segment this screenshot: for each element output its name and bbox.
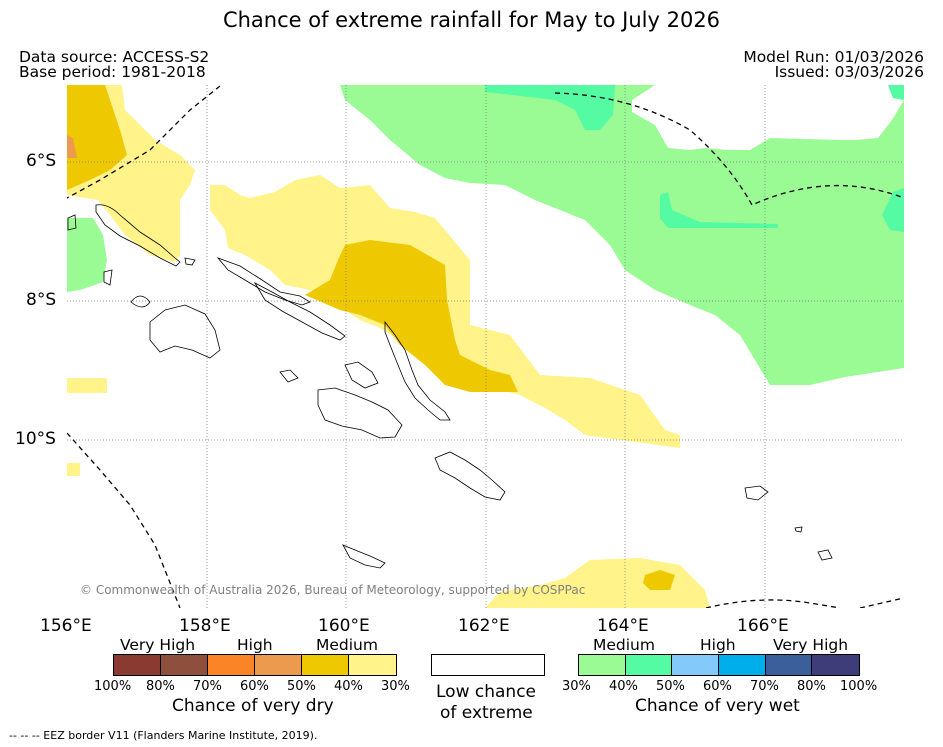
dry-high-area-central — [305, 240, 518, 392]
guadalcanal-coast — [317, 387, 403, 439]
dry-colorbar-frame — [113, 654, 397, 676]
low-chance-label-2: of extreme — [440, 703, 533, 723]
small-island-coast-1 — [817, 549, 833, 561]
small-island-coast-5 — [67, 214, 77, 231]
eez-border-nw — [67, 85, 221, 199]
graticule — [67, 85, 904, 608]
dry-title-very-high: Very High — [120, 636, 196, 654]
dry-medium-patch-small — [67, 463, 80, 476]
dry-swatch-2 — [208, 655, 255, 675]
dry-medium-patch — [67, 378, 107, 393]
lat-label-8s: 8°S — [26, 290, 57, 310]
dry-legend-label: Chance of very dry — [172, 696, 334, 716]
eez-border-south — [705, 599, 841, 608]
wet-pct-80: 80% — [797, 679, 826, 694]
choiseul-coast — [216, 257, 311, 306]
lon-label-156e: 156°E — [40, 616, 92, 636]
dry-title-medium: Medium — [316, 636, 378, 654]
dry-pct-40: 40% — [334, 679, 363, 694]
wet-pct-30: 30% — [562, 679, 591, 694]
dry-swatch-5 — [349, 655, 396, 675]
wet-pct-100: 100% — [840, 679, 878, 694]
dry-pct-60: 60% — [240, 679, 269, 694]
low-chance-patch — [632, 85, 904, 150]
eez-border-se — [859, 597, 904, 608]
wet-high-area-east — [660, 192, 778, 228]
lon-label-166e: 166°E — [737, 616, 789, 636]
lon-label-160e: 160°E — [318, 616, 370, 636]
wet-colorbar-frame — [578, 654, 860, 676]
eez-border-sw — [67, 432, 181, 608]
lon-label-158e: 158°E — [179, 616, 231, 636]
low-chance-swatch — [431, 654, 545, 676]
santa-isabel-coast — [253, 281, 346, 341]
base-period: Base period: 1981-2018 — [19, 63, 206, 81]
dry-swatch-1 — [161, 655, 208, 675]
dry-high-area — [67, 85, 127, 190]
small-island-coast-2 — [794, 526, 803, 533]
wet-high-area-edge — [882, 188, 904, 232]
dry-high-orange-patch — [67, 135, 77, 158]
issued-date: Issued: 03/03/2026 — [774, 63, 924, 81]
wet-swatch-3 — [719, 655, 766, 675]
ranongga-coast — [130, 295, 151, 308]
wet-swatch-0 — [579, 655, 626, 675]
wet-title-medium: Medium — [593, 636, 655, 654]
malaita-coast — [384, 320, 451, 421]
wet-title-high: High — [700, 636, 736, 654]
small-island-coast-4 — [103, 269, 113, 286]
wet-pct-50: 50% — [656, 679, 685, 694]
source-info: Data source: ACCESS-S2 Base period: 1981… — [19, 48, 210, 81]
dry-pct-100: 100% — [94, 679, 132, 694]
lat-label-10s: 10°S — [15, 429, 56, 449]
dry-pct-50: 50% — [287, 679, 316, 694]
santa-cruz-coast — [744, 485, 769, 501]
rennell-coast — [342, 544, 386, 569]
map-content — [67, 85, 904, 608]
lon-label-164e: 164°E — [597, 616, 649, 636]
new-georgia-coast — [149, 304, 221, 359]
dry-swatch-4 — [302, 655, 349, 675]
eez-border-note: -- -- -- EEZ border V11 (Flanders Marine… — [9, 729, 318, 742]
bougainville-coast — [95, 204, 181, 267]
wet-legend-label: Chance of very wet — [635, 696, 800, 716]
map-title: Chance of extreme rainfall for May to Ju… — [222, 8, 721, 32]
wet-medium-area — [340, 85, 904, 385]
eez-borders — [67, 85, 904, 608]
wet-swatch-5 — [812, 655, 859, 675]
wet-swatch-1 — [625, 655, 673, 675]
wet-pct-60: 60% — [703, 679, 732, 694]
small-island-coast-6 — [184, 257, 196, 266]
dry-high-area-south — [643, 570, 675, 590]
florida-islands-coast — [344, 361, 379, 389]
model-run: Model Run: 01/03/2026 — [743, 48, 924, 66]
wet-high-area — [485, 85, 615, 130]
copyright-notice: © Commonwealth of Australia 2026, Bureau… — [80, 583, 586, 597]
run-info: Model Run: 01/03/2026 Issued: 03/03/2026 — [743, 48, 924, 81]
lon-label-162e: 162°E — [458, 616, 510, 636]
wet-swatch-2 — [672, 655, 719, 675]
low-chance-label-1: Low chance — [436, 682, 536, 702]
wet-medium-area-west — [67, 218, 107, 292]
wet-swatch-4 — [765, 655, 813, 675]
dry-medium-area-south — [485, 558, 710, 608]
wet-pct-40: 40% — [609, 679, 638, 694]
lat-label-6s: 6°S — [26, 151, 57, 171]
wet-title-very-high: Very High — [773, 636, 849, 654]
dry-pct-70: 70% — [193, 679, 222, 694]
data-source: Data source: ACCESS-S2 — [19, 48, 210, 66]
eez-border-north — [554, 92, 904, 206]
coastlines — [67, 204, 833, 569]
small-island-coast-3 — [279, 369, 299, 383]
wet-pct-70: 70% — [750, 679, 779, 694]
wet-high-area-top — [888, 85, 904, 100]
dry-pct-80: 80% — [146, 679, 175, 694]
makira-coast — [434, 451, 506, 501]
dry-swatch-3 — [255, 655, 302, 675]
dry-swatch-0 — [114, 655, 161, 675]
dry-title-high: High — [237, 636, 273, 654]
dry-pct-30: 30% — [381, 679, 410, 694]
